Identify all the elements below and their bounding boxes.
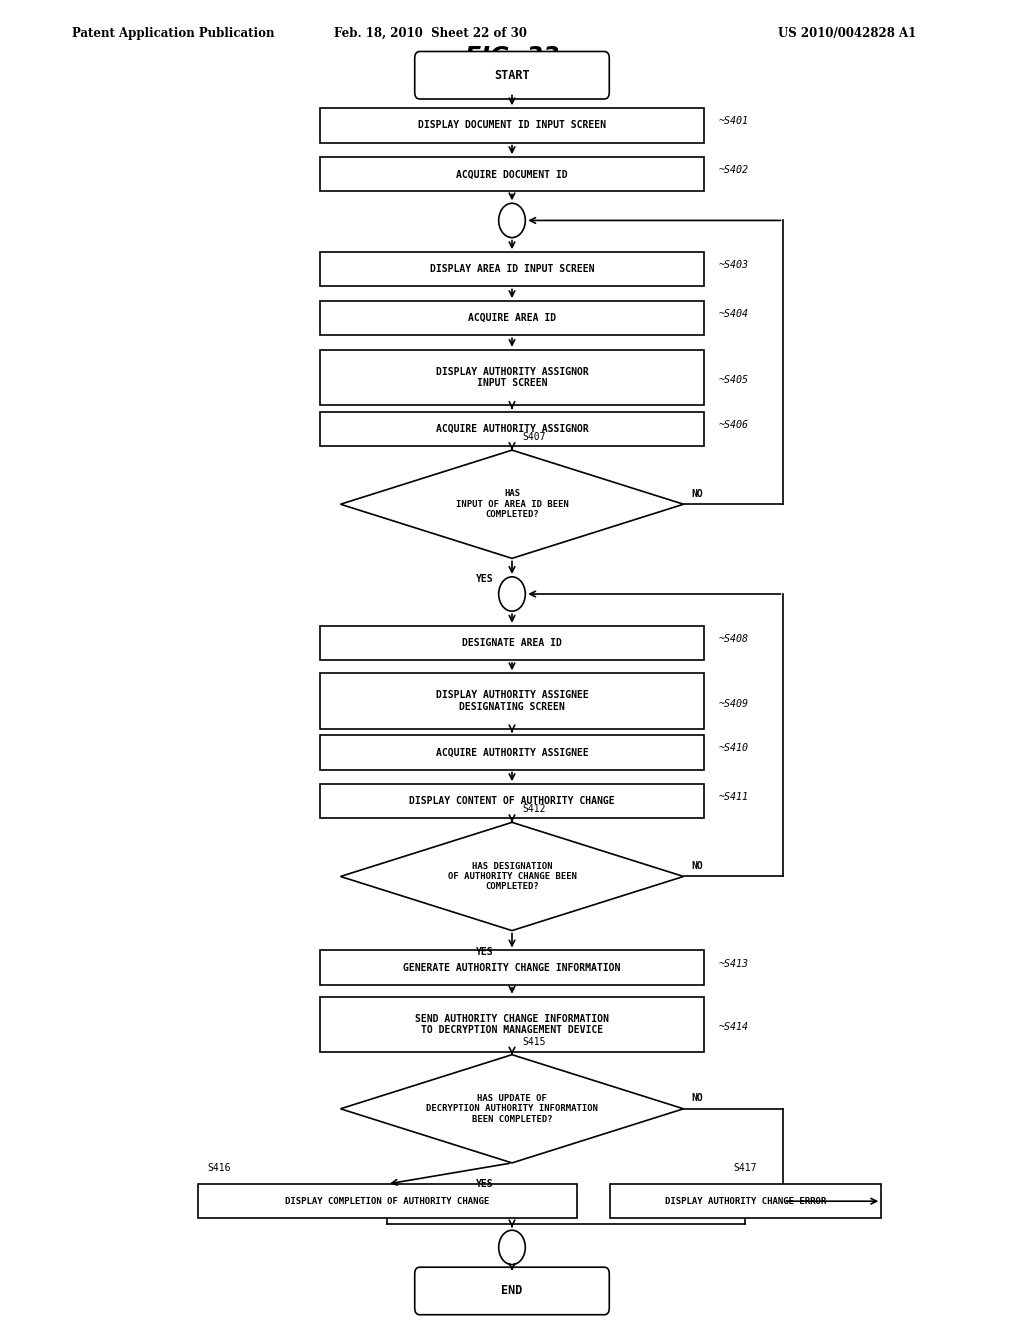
Bar bbox=[319, 997, 705, 1052]
Text: DISPLAY AUTHORITY CHANGE ERROR: DISPLAY AUTHORITY CHANGE ERROR bbox=[665, 1197, 826, 1205]
Bar bbox=[319, 108, 705, 143]
Bar bbox=[319, 673, 705, 729]
Text: DISPLAY AREA ID INPUT SCREEN: DISPLAY AREA ID INPUT SCREEN bbox=[430, 264, 594, 275]
Text: ~S403: ~S403 bbox=[719, 260, 749, 271]
Text: Feb. 18, 2010  Sheet 22 of 30: Feb. 18, 2010 Sheet 22 of 30 bbox=[334, 26, 526, 40]
Text: HAS UPDATE OF
DECRYPTION AUTHORITY INFORMATION
BEEN COMPLETED?: HAS UPDATE OF DECRYPTION AUTHORITY INFOR… bbox=[426, 1094, 598, 1123]
Bar bbox=[609, 1184, 881, 1218]
Text: ~S411: ~S411 bbox=[719, 792, 749, 803]
Text: ~S410: ~S410 bbox=[719, 743, 749, 754]
Text: YES: YES bbox=[476, 1179, 494, 1189]
Bar bbox=[319, 350, 705, 405]
Text: NO: NO bbox=[692, 488, 703, 499]
Text: FIG. 33: FIG. 33 bbox=[465, 45, 559, 69]
Text: ~S413: ~S413 bbox=[719, 958, 749, 969]
Text: S407: S407 bbox=[522, 432, 546, 442]
Text: ~S406: ~S406 bbox=[719, 420, 749, 430]
Circle shape bbox=[499, 1230, 525, 1265]
Text: Patent Application Publication: Patent Application Publication bbox=[72, 26, 274, 40]
Text: NO: NO bbox=[692, 861, 703, 871]
Text: DISPLAY AUTHORITY ASSIGNEE
DESIGNATING SCREEN: DISPLAY AUTHORITY ASSIGNEE DESIGNATING S… bbox=[435, 690, 589, 711]
Text: END: END bbox=[502, 1284, 522, 1298]
Text: ACQUIRE AUTHORITY ASSIGNEE: ACQUIRE AUTHORITY ASSIGNEE bbox=[435, 747, 589, 758]
Bar bbox=[319, 626, 705, 660]
Text: US 2010/0042828 A1: US 2010/0042828 A1 bbox=[778, 26, 916, 40]
Text: S417: S417 bbox=[734, 1163, 757, 1173]
Text: ~S405: ~S405 bbox=[719, 375, 749, 385]
Bar bbox=[319, 784, 705, 818]
Text: ACQUIRE AREA ID: ACQUIRE AREA ID bbox=[468, 313, 556, 323]
Bar bbox=[319, 412, 705, 446]
Text: HAS DESIGNATION
OF AUTHORITY CHANGE BEEN
COMPLETED?: HAS DESIGNATION OF AUTHORITY CHANGE BEEN… bbox=[447, 862, 577, 891]
Bar bbox=[319, 252, 705, 286]
Text: ~S408: ~S408 bbox=[719, 634, 749, 644]
Circle shape bbox=[499, 203, 525, 238]
Text: DESIGNATE AREA ID: DESIGNATE AREA ID bbox=[462, 638, 562, 648]
Text: DISPLAY CONTENT OF AUTHORITY CHANGE: DISPLAY CONTENT OF AUTHORITY CHANGE bbox=[410, 796, 614, 807]
Text: YES: YES bbox=[476, 574, 494, 585]
Text: START: START bbox=[495, 69, 529, 82]
Text: ~S401: ~S401 bbox=[719, 116, 749, 127]
Polygon shape bbox=[340, 1055, 684, 1163]
Bar bbox=[319, 735, 705, 770]
Text: NO: NO bbox=[692, 1093, 703, 1104]
Text: DISPLAY DOCUMENT ID INPUT SCREEN: DISPLAY DOCUMENT ID INPUT SCREEN bbox=[418, 120, 606, 131]
FancyBboxPatch shape bbox=[415, 1267, 609, 1315]
Text: ACQUIRE AUTHORITY ASSIGNOR: ACQUIRE AUTHORITY ASSIGNOR bbox=[435, 424, 589, 434]
Text: S415: S415 bbox=[522, 1036, 546, 1047]
Text: ~S404: ~S404 bbox=[719, 309, 749, 319]
Bar bbox=[319, 157, 705, 191]
Text: S416: S416 bbox=[208, 1163, 231, 1173]
Text: SEND AUTHORITY CHANGE INFORMATION
TO DECRYPTION MANAGEMENT DEVICE: SEND AUTHORITY CHANGE INFORMATION TO DEC… bbox=[415, 1014, 609, 1035]
Circle shape bbox=[499, 577, 525, 611]
Text: DISPLAY AUTHORITY ASSIGNOR
INPUT SCREEN: DISPLAY AUTHORITY ASSIGNOR INPUT SCREEN bbox=[435, 367, 589, 388]
Text: ~S402: ~S402 bbox=[719, 165, 749, 176]
Bar bbox=[319, 950, 705, 985]
Polygon shape bbox=[340, 822, 684, 931]
Text: S412: S412 bbox=[522, 804, 546, 814]
Polygon shape bbox=[340, 450, 684, 558]
Text: ~S409: ~S409 bbox=[719, 698, 749, 709]
Text: HAS
INPUT OF AREA ID BEEN
COMPLETED?: HAS INPUT OF AREA ID BEEN COMPLETED? bbox=[456, 490, 568, 519]
Text: ACQUIRE DOCUMENT ID: ACQUIRE DOCUMENT ID bbox=[456, 169, 568, 180]
Bar bbox=[198, 1184, 577, 1218]
Bar bbox=[319, 301, 705, 335]
Text: ~S414: ~S414 bbox=[719, 1022, 749, 1032]
Text: YES: YES bbox=[476, 946, 494, 957]
Text: DISPLAY COMPLETION OF AUTHORITY CHANGE: DISPLAY COMPLETION OF AUTHORITY CHANGE bbox=[285, 1197, 489, 1205]
Text: GENERATE AUTHORITY CHANGE INFORMATION: GENERATE AUTHORITY CHANGE INFORMATION bbox=[403, 962, 621, 973]
FancyBboxPatch shape bbox=[415, 51, 609, 99]
